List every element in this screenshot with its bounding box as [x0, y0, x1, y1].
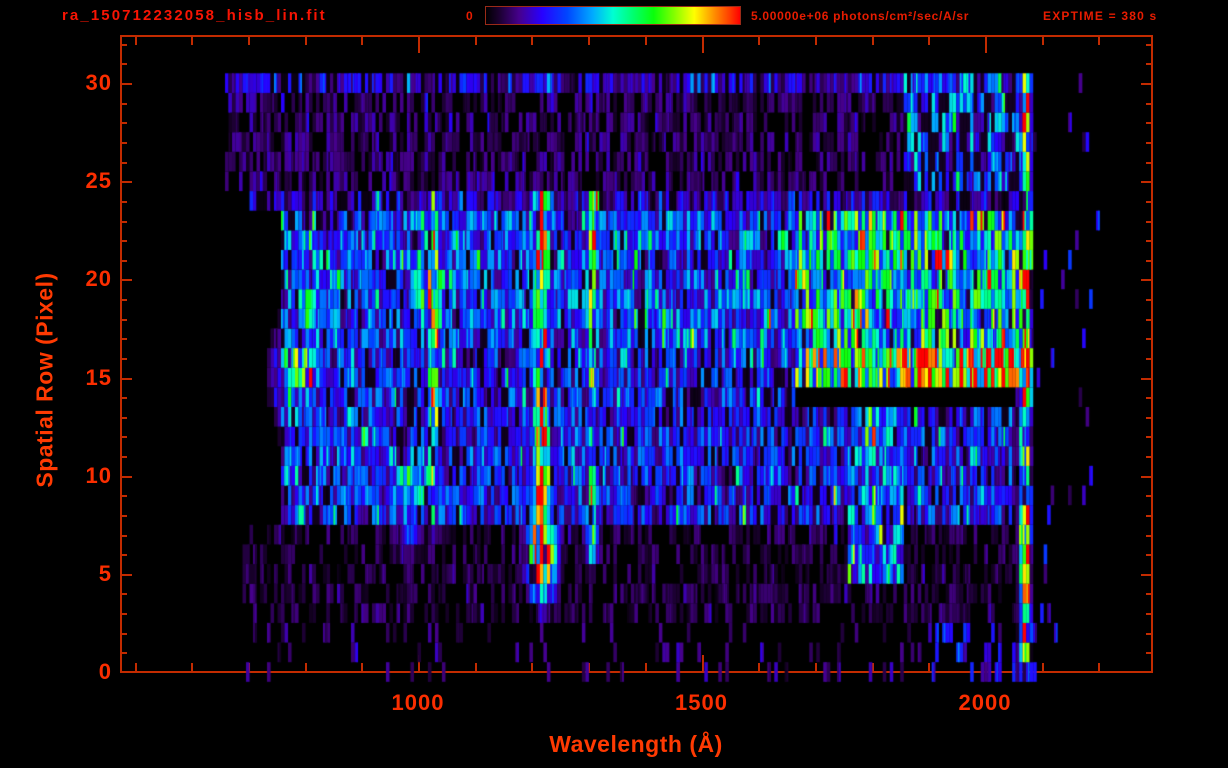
y-tick-label: 20 [85, 266, 112, 292]
heatmap-canvas [120, 35, 1153, 685]
colorbar-max-label: 5.00000e+06 photons/cm²/sec/A/sr [751, 9, 970, 23]
y-tick-label: 30 [85, 70, 112, 96]
y-tick-label: 25 [85, 168, 112, 194]
y-tick-label: 0 [98, 659, 112, 684]
colorbar-gradient [485, 6, 741, 25]
y-tick-label: 10 [85, 462, 112, 488]
colorbar-min-label: 0 [466, 9, 474, 23]
filename-title: ra_150712232058_hisb_lin.fit [62, 7, 327, 24]
x-tick-label: 1000 [391, 690, 445, 715]
x-axis-title: Wavelength (Å) [549, 731, 723, 757]
x-tick-label: 1500 [675, 690, 728, 715]
y-tick-label: 15 [85, 364, 112, 390]
exptime-label: EXPTIME = 380 s [1043, 9, 1158, 23]
y-axis-title: Spatial Row (Pixel) [31, 272, 58, 488]
y-tick-label: 5 [98, 560, 112, 586]
x-tick-label: 2000 [958, 690, 1012, 715]
